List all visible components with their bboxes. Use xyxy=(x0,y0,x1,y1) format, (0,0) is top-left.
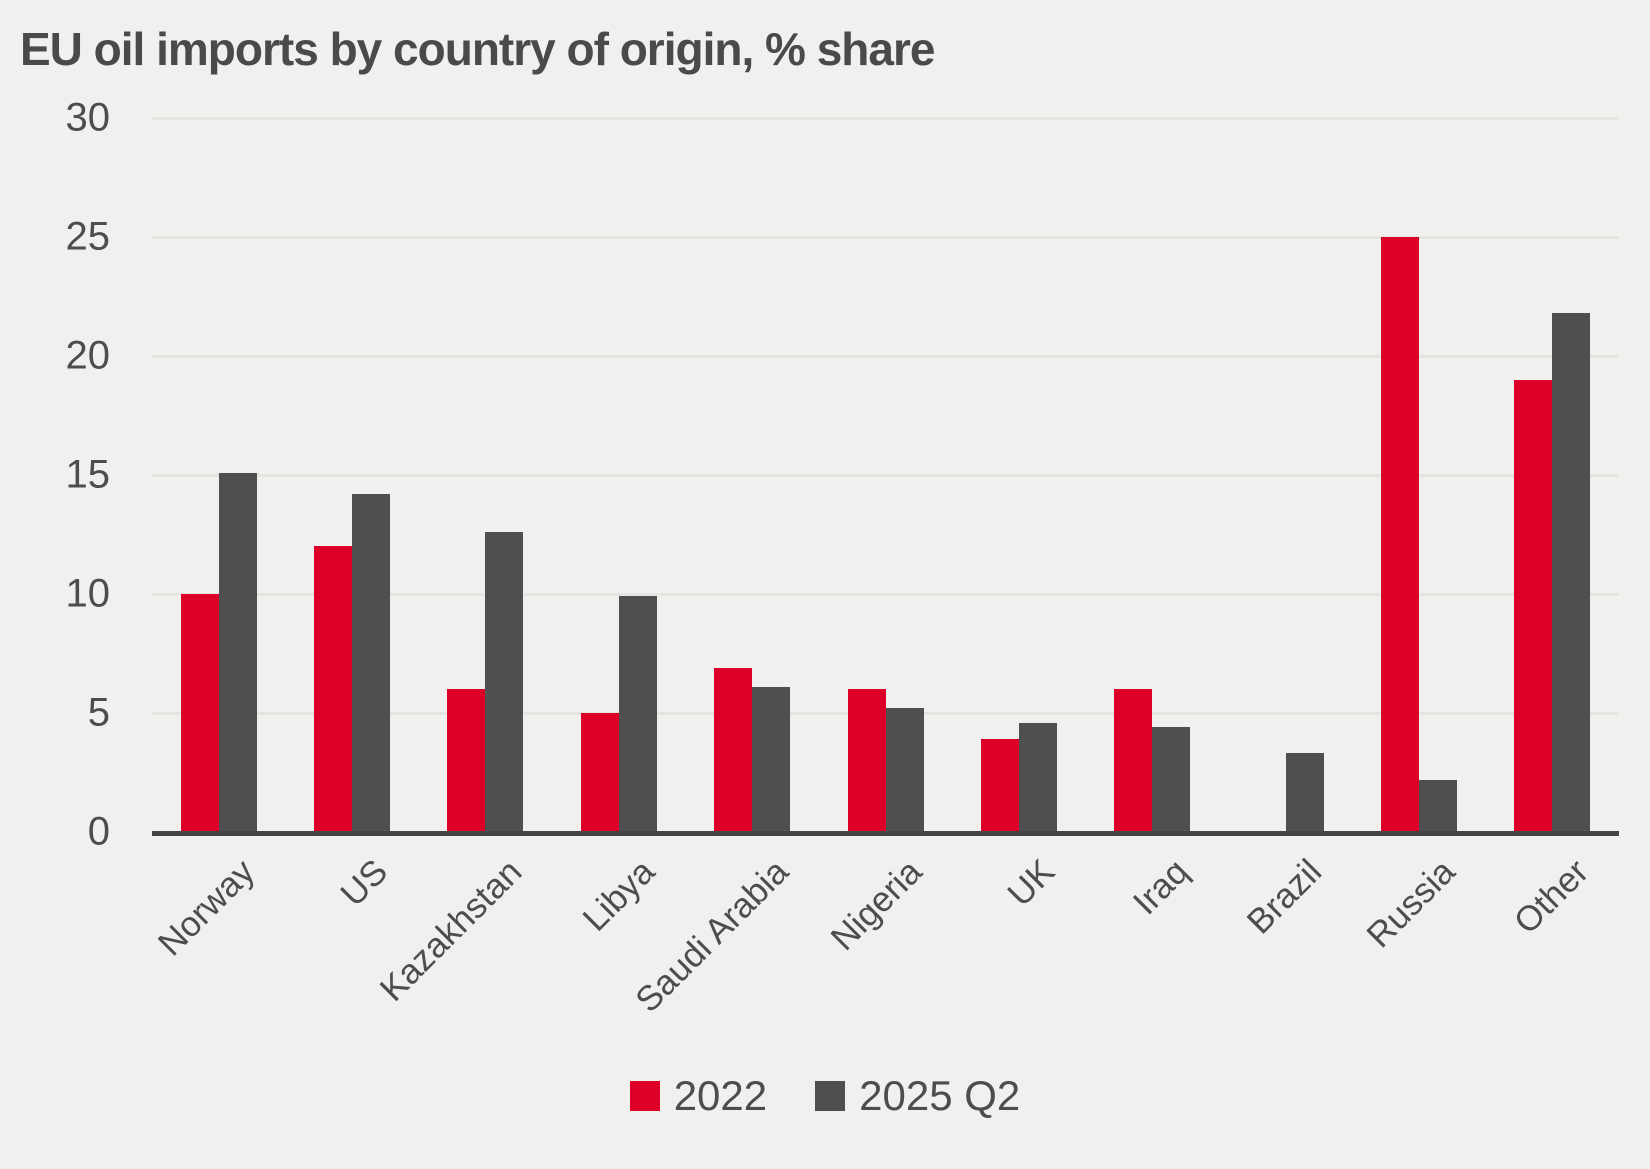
legend-item-2025-q2: 2025 Q2 xyxy=(815,1072,1020,1120)
x-axis-label-uk: UK xyxy=(1000,852,1063,914)
x-axis-label-kazakhstan: Kazakhstan xyxy=(372,852,529,1009)
legend-swatch-2022 xyxy=(629,1081,660,1111)
chart-legend: 2022 2025 Q2 xyxy=(0,1072,1650,1120)
x-axis-label-us: US xyxy=(333,852,396,914)
y-axis-tick-label-15: 15 xyxy=(65,452,111,497)
bar-2025-q2-norway xyxy=(218,472,257,832)
bar-2022-uk xyxy=(980,739,1019,832)
x-axis-line xyxy=(152,831,1619,836)
gridline-y-10 xyxy=(152,593,1619,596)
x-axis-label-norway: Norway xyxy=(150,852,263,964)
chart-title: EU oil imports by country of origin, % s… xyxy=(20,23,935,75)
gridline-y-20 xyxy=(152,355,1619,358)
bar-2025-q2-nigeria xyxy=(885,708,924,832)
gridline-y-30 xyxy=(152,117,1619,120)
x-axis-label-libya: Libya xyxy=(575,852,663,939)
x-axis-label-nigeria: Nigeria xyxy=(823,852,930,958)
gridline-y-15 xyxy=(152,474,1619,477)
x-axis-label-iraq: Iraq xyxy=(1125,852,1196,923)
bar-2025-q2-brazil xyxy=(1285,753,1324,832)
y-axis-tick-label-5: 5 xyxy=(87,690,110,735)
legend-label-2022: 2022 xyxy=(673,1072,768,1119)
bar-2022-other xyxy=(1514,379,1553,832)
bar-2025-q2-kazakhstan xyxy=(485,532,524,832)
y-axis-tick-label-0: 0 xyxy=(87,809,110,854)
y-axis-tick-label-30: 30 xyxy=(65,95,111,140)
bar-2022-russia xyxy=(1380,237,1419,832)
bar-2022-saudi-arabia xyxy=(714,667,753,832)
gridline-y-25 xyxy=(152,236,1619,239)
x-axis-label-other: Other xyxy=(1506,852,1596,942)
legend-item-2022: 2022 xyxy=(629,1072,768,1120)
y-axis-tick-label-10: 10 xyxy=(65,571,111,616)
bar-2025-q2-uk xyxy=(1018,722,1057,832)
bar-2022-us xyxy=(314,546,353,832)
bar-2022-iraq xyxy=(1114,689,1153,832)
x-axis-label-brazil: Brazil xyxy=(1239,852,1330,942)
bar-2025-q2-iraq xyxy=(1152,727,1191,832)
bar-2022-norway xyxy=(180,594,219,832)
bar-2022-libya xyxy=(580,713,619,832)
y-axis-tick-label-20: 20 xyxy=(65,333,111,378)
bar-2025-q2-us xyxy=(352,494,391,832)
bar-2022-nigeria xyxy=(847,689,886,832)
bar-2025-q2-libya xyxy=(618,596,657,832)
x-axis-label-russia: Russia xyxy=(1359,852,1463,956)
bar-2022-kazakhstan xyxy=(447,689,486,832)
legend-swatch-2025-q2 xyxy=(815,1081,846,1111)
y-axis-tick-label-25: 25 xyxy=(65,214,111,259)
bar-2025-q2-saudi-arabia xyxy=(752,686,791,832)
bar-2025-q2-russia xyxy=(1418,779,1457,832)
bar-2025-q2-other xyxy=(1552,313,1591,832)
legend-label-2025-q2: 2025 Q2 xyxy=(859,1072,1021,1119)
